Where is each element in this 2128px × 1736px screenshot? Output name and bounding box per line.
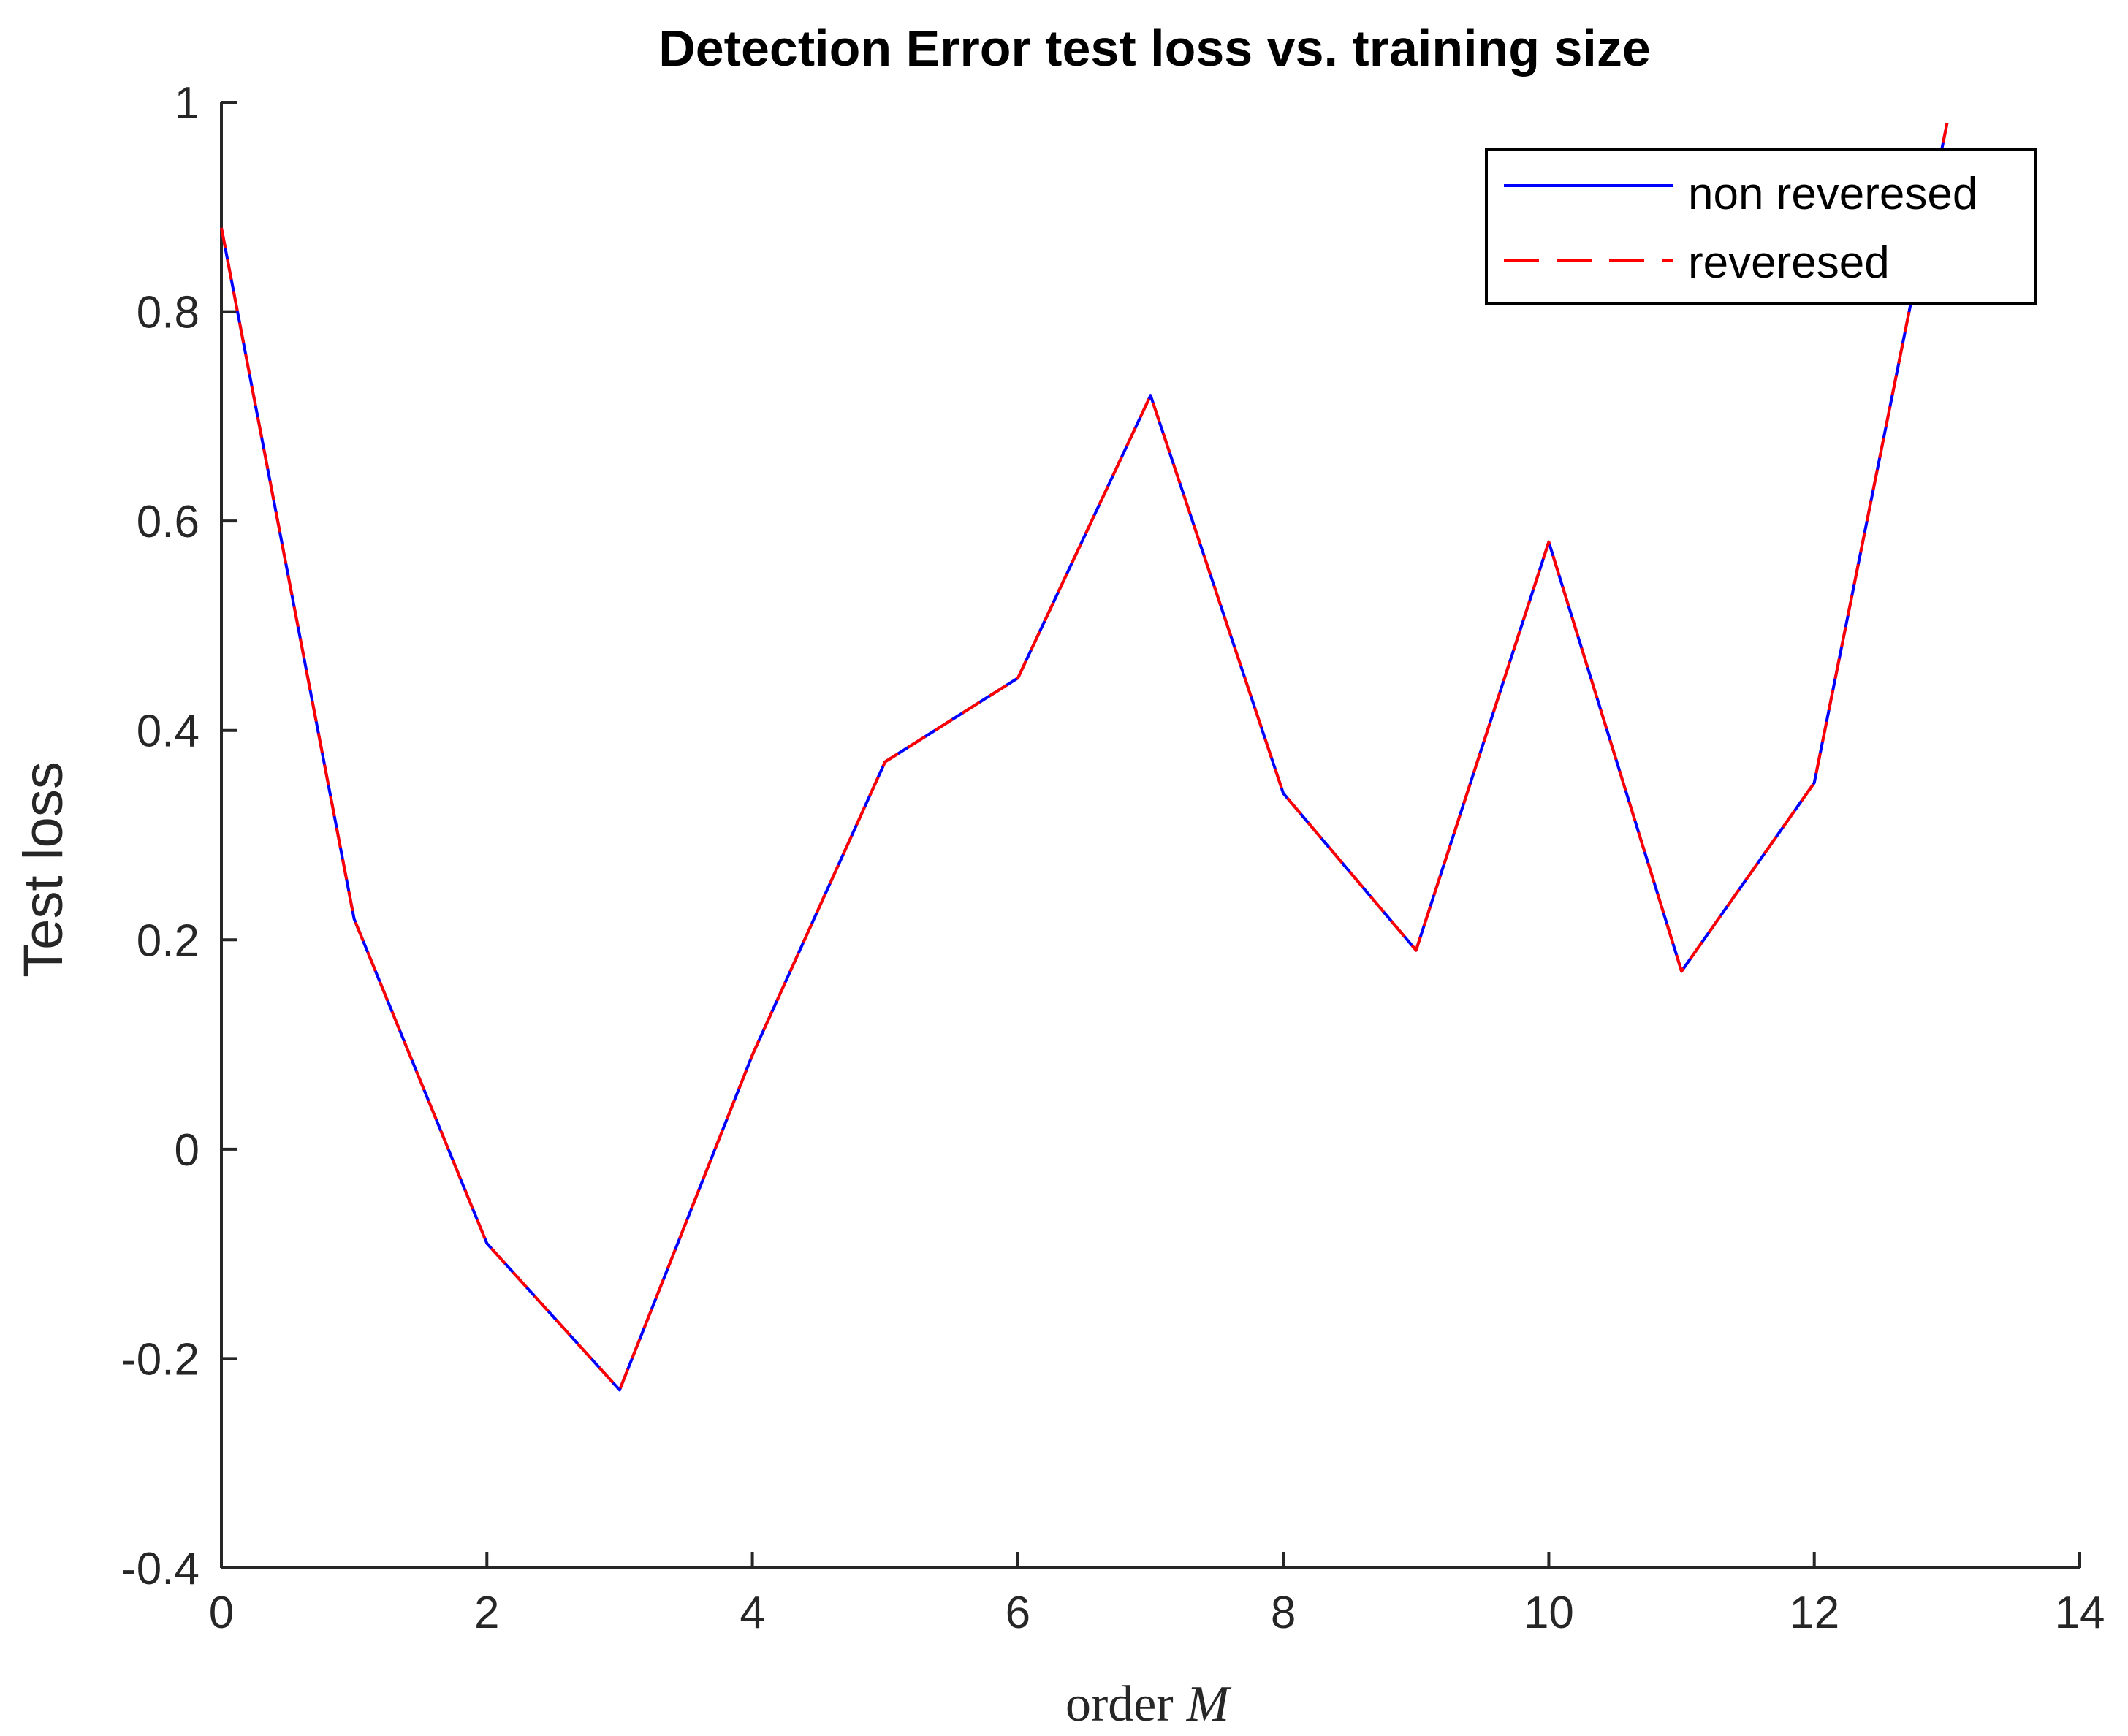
x-tick-label: 6: [1006, 1588, 1030, 1638]
y-tick-label: 0.6: [137, 497, 200, 547]
y-tick-label: 0.8: [137, 288, 200, 338]
x-axis-label-main: order: [1065, 1676, 1174, 1732]
legend-box: [1485, 148, 2037, 305]
y-tick-label: 1: [175, 78, 200, 129]
y-axis-label: Test loss: [12, 761, 75, 978]
series-line-non-reversed: [220, 123, 1949, 1392]
x-tick-label: 14: [2055, 1588, 2105, 1638]
legend: non reveresed reveresed: [1485, 148, 2037, 305]
tick-labels: 0 2 4 6 8 10 12 14 -0.4 -0.2 0 0.2 0.4 0.6 0.8 1: [121, 78, 2105, 1638]
x-tick-label: 4: [740, 1588, 764, 1638]
x-tick-label: 2: [474, 1588, 499, 1638]
y-tick-label: 0: [175, 1125, 200, 1176]
legend-label-non-reversed: non reveresed: [1688, 169, 1977, 219]
tick-marks: [220, 101, 2081, 1569]
legend-label-reversed: reveresed: [1688, 237, 1890, 288]
series-line-reversed: [220, 123, 1949, 1392]
y-tick-label: -0.4: [121, 1544, 200, 1594]
x-tick-label: 12: [1789, 1588, 1839, 1638]
x-tick-label: 0: [209, 1588, 234, 1638]
y-tick-label: -0.2: [121, 1334, 200, 1385]
x-axis-label-symbol: M: [1186, 1676, 1232, 1732]
chart-title: Detection Error test loss vs. training s…: [658, 20, 1651, 77]
x-axis-label: order M: [1065, 1676, 1232, 1732]
y-tick-label: 0.2: [137, 915, 200, 966]
series-lines: [220, 123, 1949, 1392]
x-tick-label: 8: [1271, 1588, 1296, 1638]
x-tick-label: 10: [1524, 1588, 1574, 1638]
axes: [220, 102, 2080, 1569]
y-tick-label: 0.4: [137, 707, 200, 757]
